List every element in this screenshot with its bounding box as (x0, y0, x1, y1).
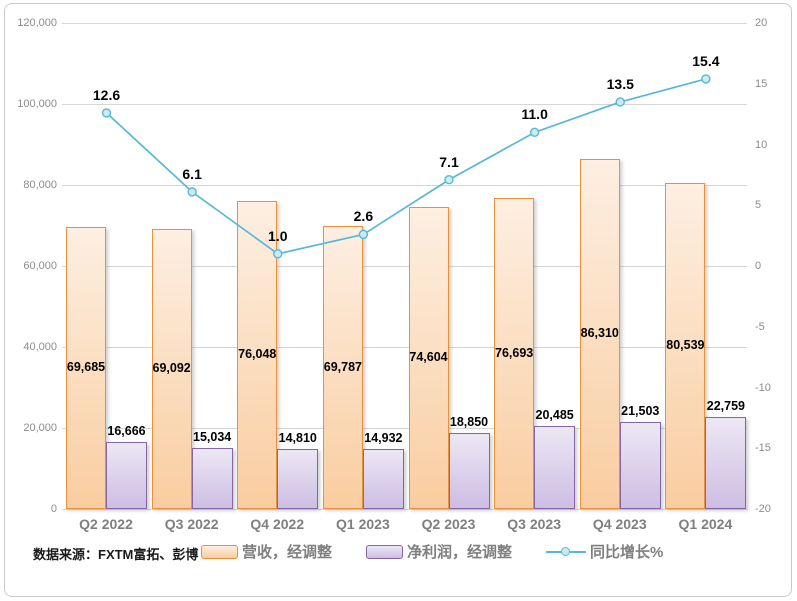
growth-point-label: 12.6 (92, 86, 121, 103)
right-axis-tick: 20 (755, 17, 768, 29)
profit-bar (705, 416, 747, 509)
x-axis-tick: Q3 2023 (507, 516, 561, 532)
source-note: 数据来源：FXTM富拓、彭博 (33, 547, 199, 562)
chart-frame: 120,000 100,000 80,000 60,000 40,000 20,000 0 … (4, 3, 792, 597)
legend-item-growth: 同比增长% (546, 541, 663, 562)
revenue-swatch-icon (201, 544, 238, 559)
growth-point-marker (529, 127, 540, 138)
profit-bar-label: 14,932 (364, 430, 403, 445)
growth-point-label: 15.4 (692, 52, 720, 69)
legend: 营收，经调整 净利润，经调整 同比增长% (201, 541, 663, 562)
x-axis-tick: Q3 2022 (164, 516, 219, 532)
growth-point-label: 13.5 (606, 75, 634, 92)
left-axis-tick: 60,000 (23, 260, 57, 272)
growth-point-marker (187, 187, 197, 197)
legend-label-revenue: 营收，经调整 (242, 544, 333, 561)
x-axis-tick: Q1 2024 (678, 516, 733, 532)
gridline (62, 266, 747, 267)
legend-item-revenue: 营收，经调整 (201, 541, 332, 562)
x-axis-tick: Q4 2023 (592, 516, 647, 532)
revenue-bar (151, 229, 192, 509)
profit-bar (191, 448, 233, 509)
profit-bar-label: 21,503 (621, 403, 660, 418)
revenue-bar (408, 206, 449, 509)
profit-bar (362, 448, 404, 509)
growth-point-label: 7.1 (439, 153, 459, 170)
growth-point-label: 6.1 (182, 165, 202, 182)
x-axis-tick: Q4 2022 (250, 516, 305, 532)
revenue-bar (322, 226, 363, 509)
revenue-bar-label: 86,310 (580, 326, 619, 341)
gridline (62, 185, 747, 186)
profit-swatch-icon (366, 544, 404, 559)
left-axis-tick: 120,000 (17, 17, 57, 29)
left-axis-tick: 40,000 (23, 341, 57, 353)
left-axis-tick: 20,000 (23, 422, 57, 434)
profit-bar (106, 441, 147, 509)
right-axis-tick: -10 (755, 381, 771, 394)
revenue-bar (66, 226, 106, 509)
right-axis-tick: 10 (755, 138, 768, 151)
left-axis-tick: 100,000 (17, 98, 57, 110)
growth-point-marker (101, 108, 112, 118)
profit-bar-label: 14,810 (278, 431, 317, 446)
profit-bar-label: 18,850 (449, 414, 489, 429)
legend-label-growth: 同比增长% (590, 544, 664, 561)
growth-point-marker (444, 175, 454, 185)
right-axis-tick: -15 (755, 442, 771, 455)
revenue-bar-label: 69,092 (152, 361, 191, 376)
profit-bar (619, 421, 661, 509)
profit-bar-label: 16,666 (107, 423, 146, 438)
gridline (62, 509, 747, 510)
profit-bar-label: 20,485 (535, 408, 574, 423)
revenue-bar-label: 69,685 (66, 359, 106, 374)
profit-bar-label: 15,034 (193, 430, 232, 445)
growth-point-label: 1.0 (268, 227, 288, 244)
profit-bar (448, 432, 490, 509)
revenue-bar-label: 74,604 (409, 349, 448, 364)
profit-bar (534, 426, 576, 509)
left-axis-tick: 80,000 (23, 179, 57, 191)
growth-point-marker (701, 74, 711, 84)
profit-bar-label: 22,759 (706, 398, 745, 413)
gridline (62, 428, 747, 429)
legend-item-profit: 净利润，经调整 (366, 541, 512, 562)
x-axis-tick: Q2 2023 (421, 516, 476, 532)
growth-line-swatch-icon (546, 545, 587, 559)
growth-point-label: 11.0 (521, 106, 548, 123)
revenue-bar-label: 76,693 (495, 345, 534, 360)
x-axis-tick: Q1 2023 (336, 516, 390, 532)
x-axis-tick: Q2 2022 (79, 516, 133, 532)
right-axis-tick: 0 (755, 260, 762, 272)
profit-bar (277, 449, 319, 509)
growth-point-label: 2.6 (353, 208, 374, 225)
right-axis-tick: -20 (755, 503, 771, 515)
gridline (62, 347, 747, 348)
gridline (62, 23, 747, 24)
legend-label-profit: 净利润，经调整 (407, 544, 513, 561)
right-axis-tick: -5 (755, 320, 765, 333)
right-axis-tick: 5 (755, 199, 762, 212)
gridline (62, 104, 747, 105)
revenue-bar-label: 76,048 (238, 347, 277, 361)
left-axis-tick: 0 (50, 503, 57, 515)
right-axis-tick: 15 (755, 77, 768, 90)
revenue-bar-label: 69,787 (323, 359, 362, 374)
revenue-bar-label: 80,539 (666, 337, 705, 352)
